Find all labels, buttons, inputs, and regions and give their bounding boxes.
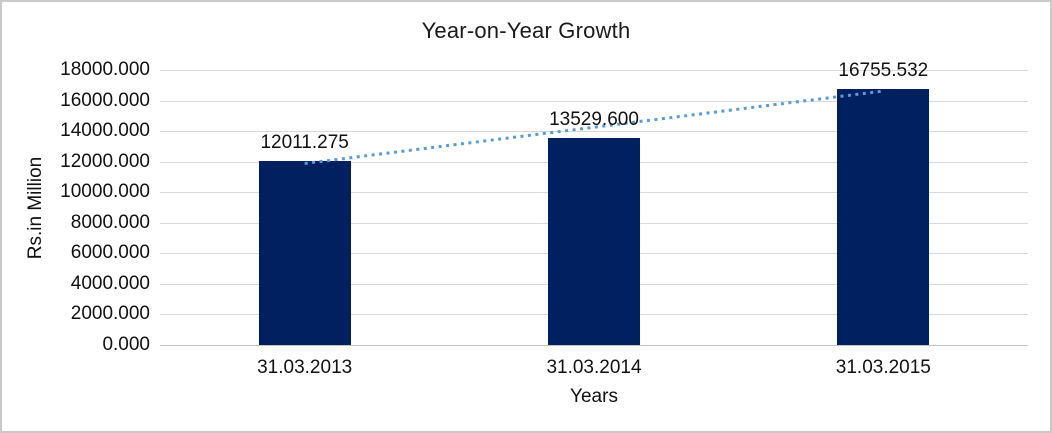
y-axis-title: Rs.in Million (25, 156, 46, 260)
bar-31.03.2013 (258, 161, 351, 345)
y-tick-label: 8000.000 (70, 212, 150, 233)
x-tick-label: 31.03.2015 (835, 357, 931, 378)
bar-31.03.2014 (548, 138, 640, 345)
chart-title: Year-on-Year Growth (421, 18, 631, 43)
x-tick-label: 31.03.2014 (546, 357, 642, 378)
data-label: 13529.600 (549, 109, 639, 131)
y-tick-label: 6000.000 (70, 242, 150, 263)
x-axis-title: Years (570, 386, 618, 407)
data-label: 16755.532 (838, 60, 929, 81)
y-tick-label: 10000.000 (60, 181, 150, 202)
x-axis-line (160, 345, 1028, 346)
y-tick-label: 14000.000 (60, 120, 150, 141)
y-tick-label: 18000.000 (60, 59, 150, 80)
bar-31.03.2015 (837, 89, 930, 345)
y-tick-label: 2000.000 (70, 303, 150, 324)
gridline (160, 70, 1028, 71)
x-tick-label: 31.03.2013 (257, 357, 353, 378)
y-tick-label: 4000.000 (70, 273, 150, 294)
y-tick-label: 16000.000 (60, 90, 150, 111)
y-tick-label: 12000.000 (60, 151, 150, 172)
y-tick-label: 0.000 (102, 334, 150, 355)
data-label: 12011.275 (260, 132, 349, 154)
